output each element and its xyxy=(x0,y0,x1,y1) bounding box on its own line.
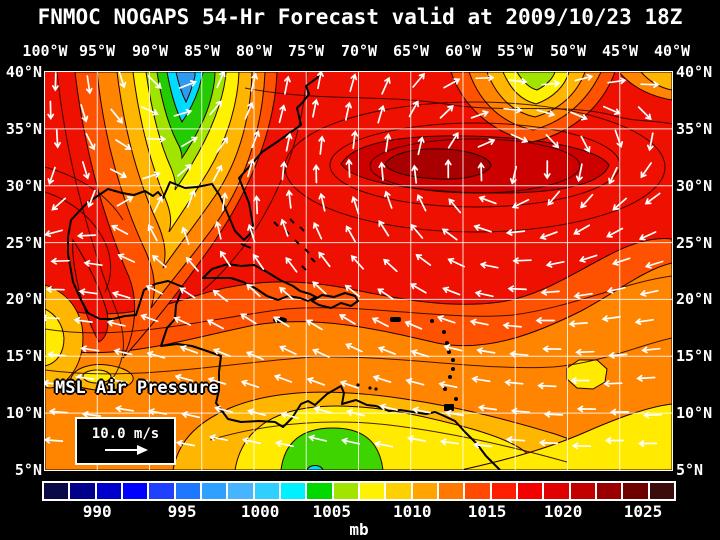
lat-label: 20°N xyxy=(5,290,42,308)
colorbar-cell xyxy=(307,483,334,499)
lat-label: 15°N xyxy=(5,347,42,365)
pressure-colorbar: 990 995 1000 1005 1010 1015 1020 1025 mb xyxy=(42,481,676,539)
lat-label: 35°N xyxy=(676,120,713,138)
wind-speed-legend: 10.0 m/s xyxy=(75,417,176,465)
colorbar-tick: 1015 xyxy=(467,502,507,521)
field-label: MSL Air Pressure xyxy=(55,378,219,398)
colorbar-cell xyxy=(122,483,150,499)
colorbar-cell xyxy=(96,483,123,499)
lon-label: 65°W xyxy=(392,42,430,60)
colorbar-cell xyxy=(70,483,97,499)
colorbar-cell xyxy=(517,483,545,499)
lat-label: 40°N xyxy=(5,63,42,81)
lon-label: 45°W xyxy=(601,42,639,60)
colorbar-cell xyxy=(649,483,674,499)
lon-label: 50°W xyxy=(549,42,587,60)
lat-label: 30°N xyxy=(676,177,713,195)
lat-label: 5°N xyxy=(14,461,42,479)
colorbar-cell xyxy=(254,483,281,499)
lon-label: 95°W xyxy=(78,42,116,60)
colorbar-cell xyxy=(438,483,466,499)
colorbar-cell xyxy=(596,483,624,499)
colorbar-cell xyxy=(465,483,492,499)
wind-arrow-icon xyxy=(104,445,148,455)
lat-label: 10°N xyxy=(5,404,42,422)
colorbar-cell xyxy=(228,483,255,499)
lat-label: 20°N xyxy=(676,290,713,308)
colorbar-cell xyxy=(359,483,387,499)
colorbar-tick: 1025 xyxy=(623,502,663,521)
colorbar-cell xyxy=(386,483,413,499)
lat-label: 25°N xyxy=(676,234,713,252)
lat-label: 30°N xyxy=(5,177,42,195)
colorbar-cell xyxy=(412,483,439,499)
lat-label: 15°N xyxy=(676,347,713,365)
colorbar-cell xyxy=(544,483,571,499)
lon-label: 40°W xyxy=(653,42,691,60)
wind-speed-value: 10.0 m/s xyxy=(91,426,160,442)
colorbar-unit: mb xyxy=(349,520,369,539)
colorbar-tick: 995 xyxy=(167,502,197,521)
page-title: FNMOC NOGAPS 54-Hr Forecast valid at 200… xyxy=(37,5,683,29)
colorbar-cell xyxy=(201,483,229,499)
colorbar-cell xyxy=(491,483,518,499)
colorbar-tick: 990 xyxy=(82,502,112,521)
lon-label: 85°W xyxy=(183,42,221,60)
colorbar-cell xyxy=(280,483,308,499)
graticule-layer xyxy=(45,72,672,470)
colorbar-cell xyxy=(623,483,650,499)
lon-label: 55°W xyxy=(496,42,534,60)
lon-label: 100°W xyxy=(22,42,68,60)
colorbar-cell xyxy=(333,483,360,499)
map-canvas: MSL Air Pressure 10.0 m/s xyxy=(44,71,673,471)
lat-label: 10°N xyxy=(676,404,713,422)
colorbar-tick: 1020 xyxy=(543,502,583,521)
lon-label: 80°W xyxy=(235,42,273,60)
lon-label: 60°W xyxy=(444,42,482,60)
lat-label: 35°N xyxy=(5,120,42,138)
wind-arrows-layer xyxy=(45,72,664,450)
colorbar-tick: 1010 xyxy=(392,502,432,521)
colorbar-tick: 1005 xyxy=(312,502,351,521)
colorbar-cell xyxy=(44,483,71,499)
lon-label: 75°W xyxy=(287,42,325,60)
lon-label: 70°W xyxy=(340,42,378,60)
colorbar-cell xyxy=(149,483,176,499)
colorbar-tick: 1000 xyxy=(240,502,280,521)
lat-label: 25°N xyxy=(5,234,42,252)
colorbar-cell xyxy=(175,483,202,499)
colorbar-cells xyxy=(42,481,676,501)
lon-label: 90°W xyxy=(131,42,169,60)
lat-label: 40°N xyxy=(676,63,713,81)
colorbar-ticks: 990 995 1000 1005 1010 1015 1020 1025 xyxy=(42,502,676,521)
lat-label: 5°N xyxy=(676,461,704,479)
colorbar-cell xyxy=(570,483,597,499)
